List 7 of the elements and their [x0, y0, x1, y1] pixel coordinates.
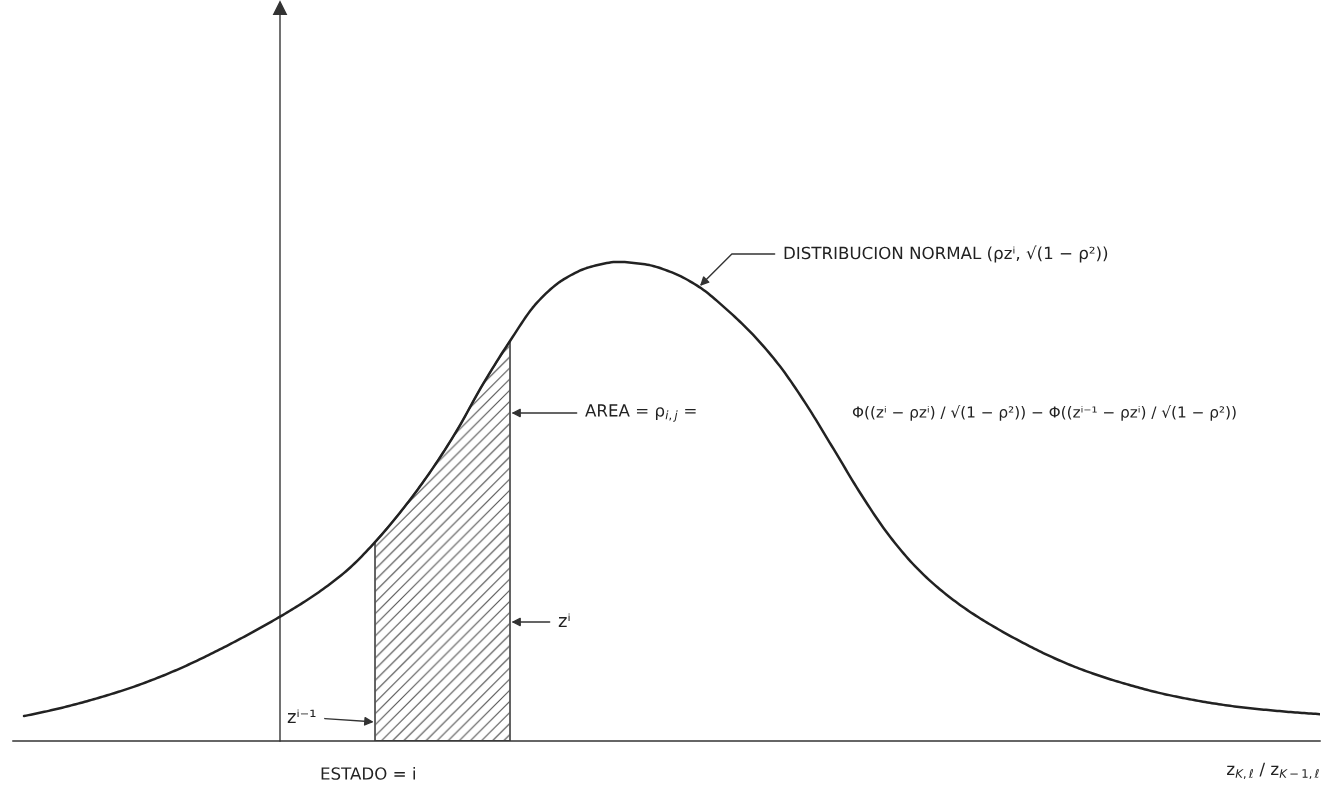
- annotation: zⁱ: [558, 613, 570, 627]
- text: ESTADO = i: [321, 766, 415, 780]
- annotation: Φ((zⁱ − ρzⁱ) / √(1 − ρ²)) − Φ((zⁱ⁻¹ − ρzⁱ) / √(1 − ρ²)): [852, 405, 1236, 421]
- annotation: DISTRIBUCION NORMAL (ρzⁱ, √(1 − ρ²)): [784, 245, 1108, 263]
- x-axis-title: z$_{K,ℓ}$ / z$_{K−1,ℓ}$: [1227, 762, 1319, 780]
- annotation: AREA = ρ$_{i,j}$ =: [585, 404, 696, 422]
- annotation: zⁱ⁻¹: [287, 709, 316, 723]
